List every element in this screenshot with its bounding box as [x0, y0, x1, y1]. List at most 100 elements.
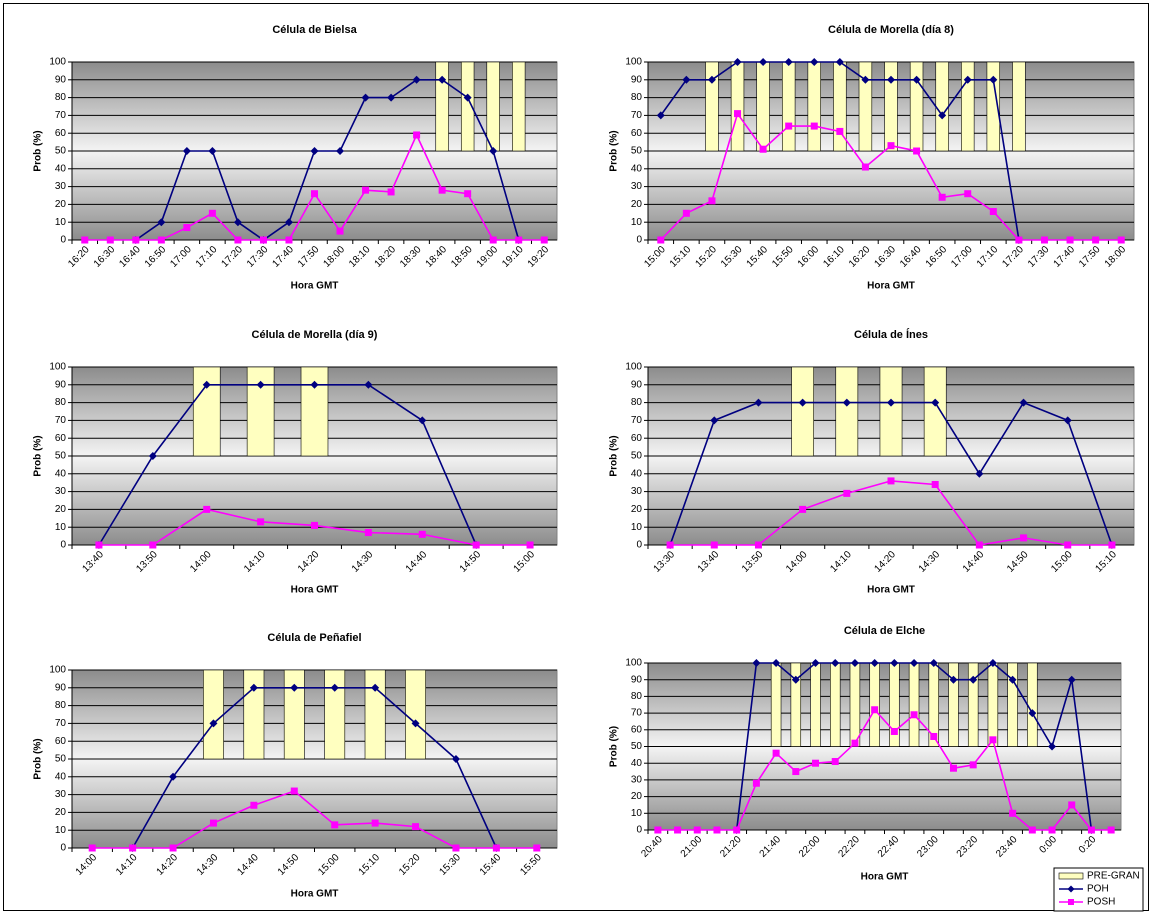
- posh-marker: [1092, 236, 1100, 244]
- poh-marker: [1067, 675, 1076, 684]
- poh-marker: [371, 683, 380, 692]
- posh-marker: [452, 844, 460, 852]
- poh-marker: [912, 75, 921, 84]
- posh-marker: [713, 826, 721, 834]
- poh-marker: [256, 380, 265, 389]
- y-tick-label: 0: [636, 825, 642, 836]
- posh-marker: [682, 209, 690, 217]
- posh-marker: [290, 787, 298, 795]
- y-tick-label: 20: [631, 504, 643, 515]
- pre-gran-bar: [961, 61, 975, 152]
- posh-marker: [666, 541, 674, 549]
- poh-marker: [209, 719, 218, 728]
- pre-gran-bar: [781, 61, 796, 152]
- poh-marker: [938, 111, 947, 120]
- posh-marker: [208, 209, 216, 217]
- pre-gran-bar: [364, 669, 386, 760]
- poh-marker: [710, 416, 719, 425]
- y-tick-label: 60: [631, 724, 643, 735]
- y-tick-label: 70: [55, 718, 67, 729]
- posh-marker: [234, 236, 242, 244]
- series-line: [98, 384, 477, 546]
- pre-gran-bar: [807, 61, 821, 152]
- pre-gran-bar: [948, 662, 959, 747]
- legend-swatch: [1058, 872, 1084, 880]
- poh-marker: [364, 380, 373, 389]
- y-tick-label: 20: [55, 504, 67, 515]
- posh-marker: [708, 197, 716, 205]
- posh-marker: [1087, 826, 1095, 834]
- x-axis-label: Hora GMT: [867, 281, 915, 292]
- pre-gran-bar: [879, 366, 903, 457]
- y-tick-label: 0: [636, 235, 642, 246]
- chart-title: Célula de Morella (día 8): [828, 24, 954, 36]
- posh-marker: [913, 147, 921, 155]
- y-tick-label: 90: [631, 379, 643, 390]
- posh-marker: [371, 819, 379, 827]
- poh-marker: [412, 75, 421, 84]
- poh-marker: [810, 58, 819, 66]
- y-axis-label: Prob (%): [609, 130, 620, 171]
- y-tick-label: 40: [631, 758, 643, 769]
- chart: Célula de Peñafiel Hora GMT Prob (%) 0 10 20 3…: [33, 632, 558, 900]
- posh-marker: [964, 190, 972, 198]
- y-tick-label: 50: [631, 146, 643, 157]
- posh-marker: [910, 711, 918, 719]
- y-tick-label: 50: [55, 451, 67, 462]
- pre-gran-bar: [935, 61, 949, 152]
- y-tick-label: 70: [55, 110, 67, 121]
- y-tick-label: 10: [631, 808, 643, 819]
- poh-marker: [870, 659, 879, 667]
- posh-marker: [132, 236, 140, 244]
- y-tick-label: 80: [55, 700, 67, 711]
- posh-marker: [285, 236, 293, 244]
- posh-marker: [792, 768, 800, 776]
- y-tick-label: 30: [631, 181, 643, 192]
- posh-marker: [1066, 236, 1074, 244]
- poh-marker: [772, 659, 781, 667]
- posh-marker: [250, 801, 258, 809]
- y-tick-label: 40: [631, 163, 643, 174]
- posh-marker: [734, 110, 742, 118]
- poh-marker: [929, 659, 938, 667]
- pre-gran-bar: [923, 366, 947, 457]
- posh-marker: [871, 706, 879, 714]
- pre-gran-bar: [324, 669, 346, 760]
- x-axis-label: Hora GMT: [861, 872, 909, 883]
- pre-gran-bar: [908, 662, 920, 747]
- posh-marker: [887, 142, 895, 150]
- y-tick-label: 60: [631, 128, 643, 139]
- poh-marker: [463, 93, 472, 102]
- y-tick-label: 0: [636, 540, 642, 551]
- y-axis-label: Prob (%): [33, 435, 44, 476]
- posh-marker: [752, 779, 760, 787]
- posh-marker: [540, 236, 548, 244]
- pre-gran-bar: [435, 61, 449, 152]
- posh-marker: [362, 186, 370, 194]
- y-tick-label: 100: [625, 658, 642, 669]
- poh-marker: [759, 58, 768, 66]
- posh-marker: [88, 844, 96, 852]
- pre-gran-bar: [835, 366, 859, 457]
- posh-marker: [812, 759, 820, 767]
- poh-marker: [656, 111, 665, 120]
- posh-marker: [1068, 801, 1076, 809]
- chart-title: Célula de Bielsa: [272, 24, 357, 36]
- posh-marker: [831, 758, 839, 766]
- posh-marker: [336, 227, 344, 235]
- y-tick-label: 30: [55, 181, 67, 192]
- y-tick-label: 40: [55, 771, 67, 782]
- pre-gran-bar: [830, 662, 841, 747]
- posh-marker: [533, 844, 541, 852]
- y-tick-label: 90: [631, 74, 643, 85]
- posh-marker: [129, 844, 137, 852]
- y-tick-label: 40: [631, 468, 643, 479]
- posh-marker: [851, 739, 859, 747]
- posh-marker: [836, 127, 844, 135]
- y-tick-label: 30: [631, 486, 643, 497]
- poh-marker: [733, 58, 742, 66]
- posh-marker: [861, 163, 869, 171]
- posh-marker: [785, 122, 793, 130]
- posh-marker: [413, 131, 421, 139]
- y-tick-label: 20: [631, 199, 643, 210]
